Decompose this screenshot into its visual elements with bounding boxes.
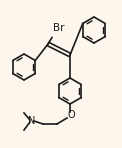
Text: Br: Br xyxy=(53,23,65,33)
Text: O: O xyxy=(67,110,75,120)
Text: N: N xyxy=(28,116,36,126)
